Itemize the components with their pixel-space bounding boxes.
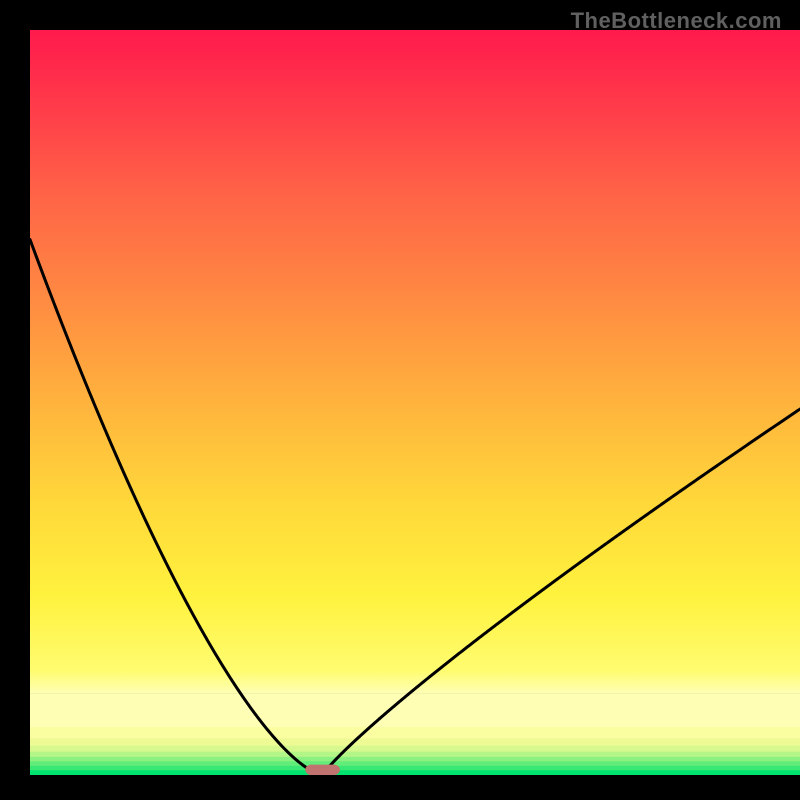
plot-area [30, 30, 800, 775]
bottom-band [30, 745, 800, 751]
bottom-band [30, 693, 800, 727]
bottom-band [30, 751, 800, 757]
minimum-marker [305, 765, 340, 775]
bottom-band [30, 770, 800, 775]
bottom-band [30, 765, 800, 770]
gradient-background [30, 30, 800, 693]
bottom-band [30, 738, 800, 746]
bottom-band [30, 756, 800, 761]
chart-svg [30, 30, 800, 775]
bottom-band [30, 727, 800, 739]
watermark-text: TheBottleneck.com [571, 8, 782, 34]
chart-frame: TheBottleneck.com [0, 0, 800, 800]
bottom-band [30, 761, 800, 766]
